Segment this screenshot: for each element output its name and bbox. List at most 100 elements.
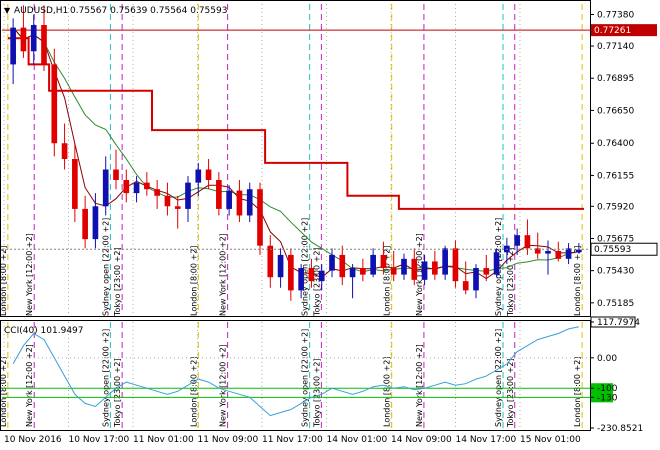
bullish-candle <box>576 249 582 253</box>
bullish-candle <box>473 268 479 291</box>
session-label: London [8:00 +2] <box>189 246 198 316</box>
bullish-candle <box>349 268 356 278</box>
price-tick-label: 0.77140 <box>597 42 634 52</box>
time-tick-label: 11 Nov 09:00 <box>198 435 259 445</box>
bearish-candle <box>432 261 438 275</box>
bullish-candle <box>226 190 232 209</box>
price-tick-label: 0.75920 <box>597 202 634 212</box>
price-marker-red <box>591 24 657 37</box>
cci-level-badge <box>591 383 613 394</box>
price-tick-label: 0.77380 <box>597 11 634 21</box>
bullish-candle <box>30 25 37 52</box>
session-label: Tokyo [23:00 +2] <box>312 358 321 428</box>
price-tick-label: 0.76155 <box>597 171 634 181</box>
chart-symbol-label: AUDUSD,H1 <box>14 6 68 16</box>
price-axis: 0.77380 0.77140 0.76895 0.76650 0.76400 0.761… <box>590 11 658 309</box>
bullish-candle <box>195 169 202 183</box>
bearish-candle <box>257 189 263 246</box>
bearish-candle <box>360 268 366 275</box>
bearish-candle <box>123 180 130 194</box>
bullish-candle <box>329 254 335 271</box>
bullish-candle <box>92 206 99 240</box>
cci-tick-label: 0.00 <box>597 354 617 364</box>
bearish-candle <box>82 208 88 240</box>
bearish-candle <box>113 169 119 181</box>
time-tick-label: 10 Nov 17:00 <box>69 435 130 445</box>
main-plot-frame <box>0 0 591 317</box>
price-tick-label: 0.76400 <box>597 139 634 149</box>
bullish-candle <box>102 169 109 207</box>
bearish-candle <box>205 169 212 181</box>
down-triangle-icon[interactable]: ▼ <box>4 6 11 15</box>
price-marker-current-label: 0.75593 <box>594 245 631 255</box>
session-label: Sydney open [22:00 +2] <box>101 329 110 427</box>
session-label: London [8:00 +2] <box>383 357 392 427</box>
session-label: London [8:00 +2] <box>383 246 392 316</box>
bearish-candle <box>20 27 27 52</box>
session-label: New York [12:00 +2] <box>25 233 34 316</box>
time-tick-label: 14 Nov 01:00 <box>327 435 388 445</box>
price-series <box>2 5 590 301</box>
bullish-candle <box>246 189 253 216</box>
price-marker-red-label: 0.77261 <box>594 26 631 36</box>
bearish-candle <box>524 235 531 249</box>
cci-axis: 117.7974 0.00 -100-130 -230.8521 <box>590 316 643 434</box>
cci-tick-label: 117.7974 <box>597 318 640 328</box>
bearish-candle <box>154 189 160 196</box>
bullish-candle <box>442 248 448 275</box>
ohlc-readout: 0.75567 0.75639 0.75564 0.75593 <box>70 6 227 16</box>
session-label: New York [12:00 +2] <box>219 233 228 316</box>
session-label: Tokyo [23:00 +2] <box>113 358 122 428</box>
bearish-candle <box>72 159 78 209</box>
bearish-candle <box>51 64 58 144</box>
bearish-candle <box>534 248 541 254</box>
bullish-candle <box>401 258 407 275</box>
bearish-candle <box>267 245 274 278</box>
bullish-candle <box>514 235 520 246</box>
session-label: New York [12:00 +2] <box>415 233 424 316</box>
bullish-candle <box>565 248 572 259</box>
time-tick-label: 10 Nov 2016 <box>4 435 62 445</box>
session-label: New York [12:00 +2] <box>25 344 34 427</box>
cci-tick-label: -100 <box>597 384 618 394</box>
session-separators <box>7 4 583 428</box>
bullish-candle <box>545 250 551 254</box>
bearish-candle <box>41 25 47 65</box>
session-label: Tokyo [23:00 +2] <box>312 247 321 317</box>
time-tick-label: 14 Nov 17:00 <box>456 435 517 445</box>
price-tick-label: 0.76650 <box>597 106 634 116</box>
bearish-candle <box>380 254 387 269</box>
bearish-candle <box>390 268 397 275</box>
price-tick-label: 0.75185 <box>597 299 634 309</box>
trailing-stop-line <box>8 37 584 210</box>
session-labels: London [8:00 +2] London [8:00 +2] New York… <box>0 218 582 428</box>
session-label: London [8:00 +2] <box>573 246 582 316</box>
grid <box>3 4 521 428</box>
session-label: New York [12:00 +2] <box>415 344 424 427</box>
cci-series <box>2 326 590 417</box>
price-tick-label: 0.75430 <box>597 267 634 277</box>
cci-plot-frame <box>0 320 591 431</box>
bearish-candle <box>308 268 315 282</box>
bearish-candle <box>164 195 171 207</box>
bullish-candle <box>370 254 376 275</box>
session-label: Sydney open [22:00 +2] <box>101 218 110 316</box>
bearish-candle <box>144 182 150 190</box>
bearish-candle <box>236 190 243 216</box>
cci-tick-label: -230.8521 <box>597 424 643 434</box>
price-tick-label: 0.76895 <box>597 74 634 84</box>
session-label: London [8:00 +2] <box>189 357 198 427</box>
session-label: London [8:00 +2] <box>573 357 582 427</box>
time-tick-label: 15 Nov 01:00 <box>520 435 581 445</box>
session-label: Tokyo [23:00 +2] <box>506 358 515 428</box>
session-label: New York [12:00 +2] <box>219 344 228 427</box>
cci-tick-label: -130 <box>597 393 618 403</box>
price-tick-label: 0.75675 <box>597 234 634 244</box>
time-tick-label: 14 Nov 09:00 <box>391 435 452 445</box>
bullish-candle <box>277 254 284 278</box>
bullish-candle <box>133 182 140 194</box>
bearish-candle <box>288 254 294 291</box>
time-tick-label: 11 Nov 01:00 <box>133 435 194 445</box>
